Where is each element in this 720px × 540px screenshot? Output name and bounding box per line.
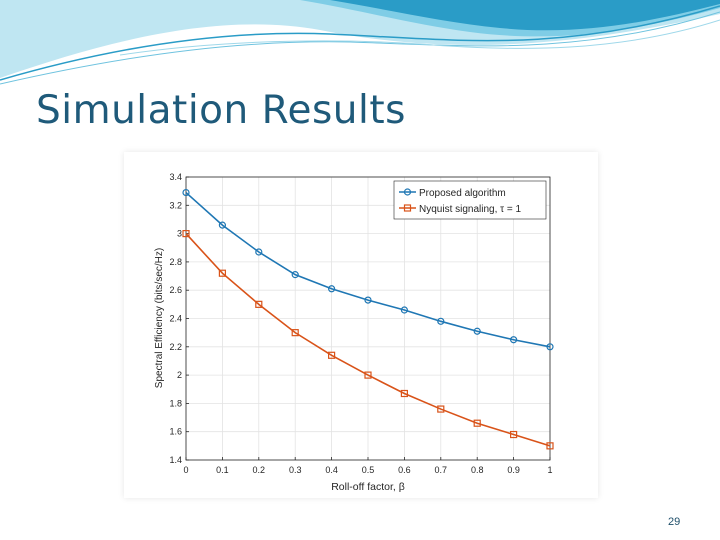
header-wave-line-3 — [119, 19, 720, 56]
slide-title: Simulation Results — [36, 88, 406, 133]
x-tick-label: 0.4 — [325, 465, 338, 475]
y-tick-label: 3 — [177, 229, 182, 239]
grid-lines — [185, 176, 551, 461]
data-point — [255, 300, 263, 308]
series-line-2 — [185, 233, 551, 447]
y-tick-label: 2.8 — [169, 257, 182, 267]
slide-header-waves — [0, 0, 720, 85]
data-series — [182, 188, 554, 450]
header-wave-line-2 — [0, 11, 720, 85]
legend-box — [393, 180, 547, 220]
data-point — [400, 306, 408, 314]
data-point — [437, 317, 445, 325]
series-line-1 — [185, 191, 551, 348]
x-tick-label: 0.7 — [435, 465, 448, 475]
chart-legend: Proposed algorithm Nyquist signaling, τ =… — [393, 180, 547, 220]
data-point — [473, 327, 481, 335]
line-chart: 0 0.1 0.2 0.3 0.4 0.5 0.6 0.7 0.8 0.9 1 1.4 1.6 1.8 2 2… — [154, 172, 554, 493]
x-tick-label: 0.9 — [507, 465, 520, 475]
y-tick-label: 1.6 — [169, 427, 182, 437]
y-tick-label: 3.4 — [169, 172, 182, 182]
data-point — [255, 248, 263, 256]
y-tick-label: 2.2 — [169, 342, 182, 352]
x-axis-label: Roll-off factor, β — [331, 481, 405, 493]
y-axis-label: Spectral Efficiency (bits/sec/Hz) — [154, 248, 165, 388]
x-tick-label: 0.8 — [471, 465, 484, 475]
x-tick-label: 0 — [183, 465, 188, 475]
y-tick-label: 2.4 — [169, 314, 182, 324]
data-point — [400, 389, 408, 398]
y-tick-label: 2 — [177, 370, 182, 380]
data-point — [510, 336, 518, 344]
data-point — [510, 430, 518, 439]
legend-label: Proposed algorithm — [419, 188, 506, 199]
data-point — [182, 229, 190, 238]
y-tick-label: 1.8 — [169, 398, 182, 408]
legend-marker — [403, 188, 412, 196]
data-point — [328, 351, 336, 359]
legend-label: Nyquist signaling, τ = 1 — [419, 204, 521, 215]
data-point — [546, 343, 554, 351]
slide-number: 29 — [668, 516, 681, 528]
x-tick-label: 0.5 — [362, 465, 375, 475]
data-point — [291, 271, 299, 279]
x-tick-label: 0.6 — [398, 465, 411, 475]
data-point — [218, 221, 227, 229]
x-tick-label: 0.2 — [253, 465, 266, 475]
x-tick-label: 0.3 — [289, 465, 302, 475]
y-tick-label: 2.6 — [169, 285, 182, 295]
y-tick-label: 1.4 — [169, 455, 182, 465]
data-point — [437, 405, 445, 413]
header-wave-dark — [330, 0, 720, 31]
data-point — [218, 269, 227, 277]
x-tick-label: 0.1 — [216, 465, 229, 475]
axis-ticks: 0 0.1 0.2 0.3 0.4 0.5 0.6 0.7 0.8 0.9 1 1.4 1.6 1.8 2 2… — [169, 172, 552, 475]
header-wave-line-1 — [0, 5, 720, 81]
data-point — [473, 419, 481, 427]
legend-marker — [403, 204, 412, 212]
data-point — [182, 188, 190, 197]
y-tick-label: 3.2 — [169, 200, 182, 210]
data-point — [364, 296, 372, 304]
data-point — [328, 285, 336, 293]
data-point — [364, 371, 372, 379]
data-point — [291, 329, 299, 337]
data-point — [546, 442, 554, 450]
x-tick-label: 1 — [547, 465, 552, 475]
